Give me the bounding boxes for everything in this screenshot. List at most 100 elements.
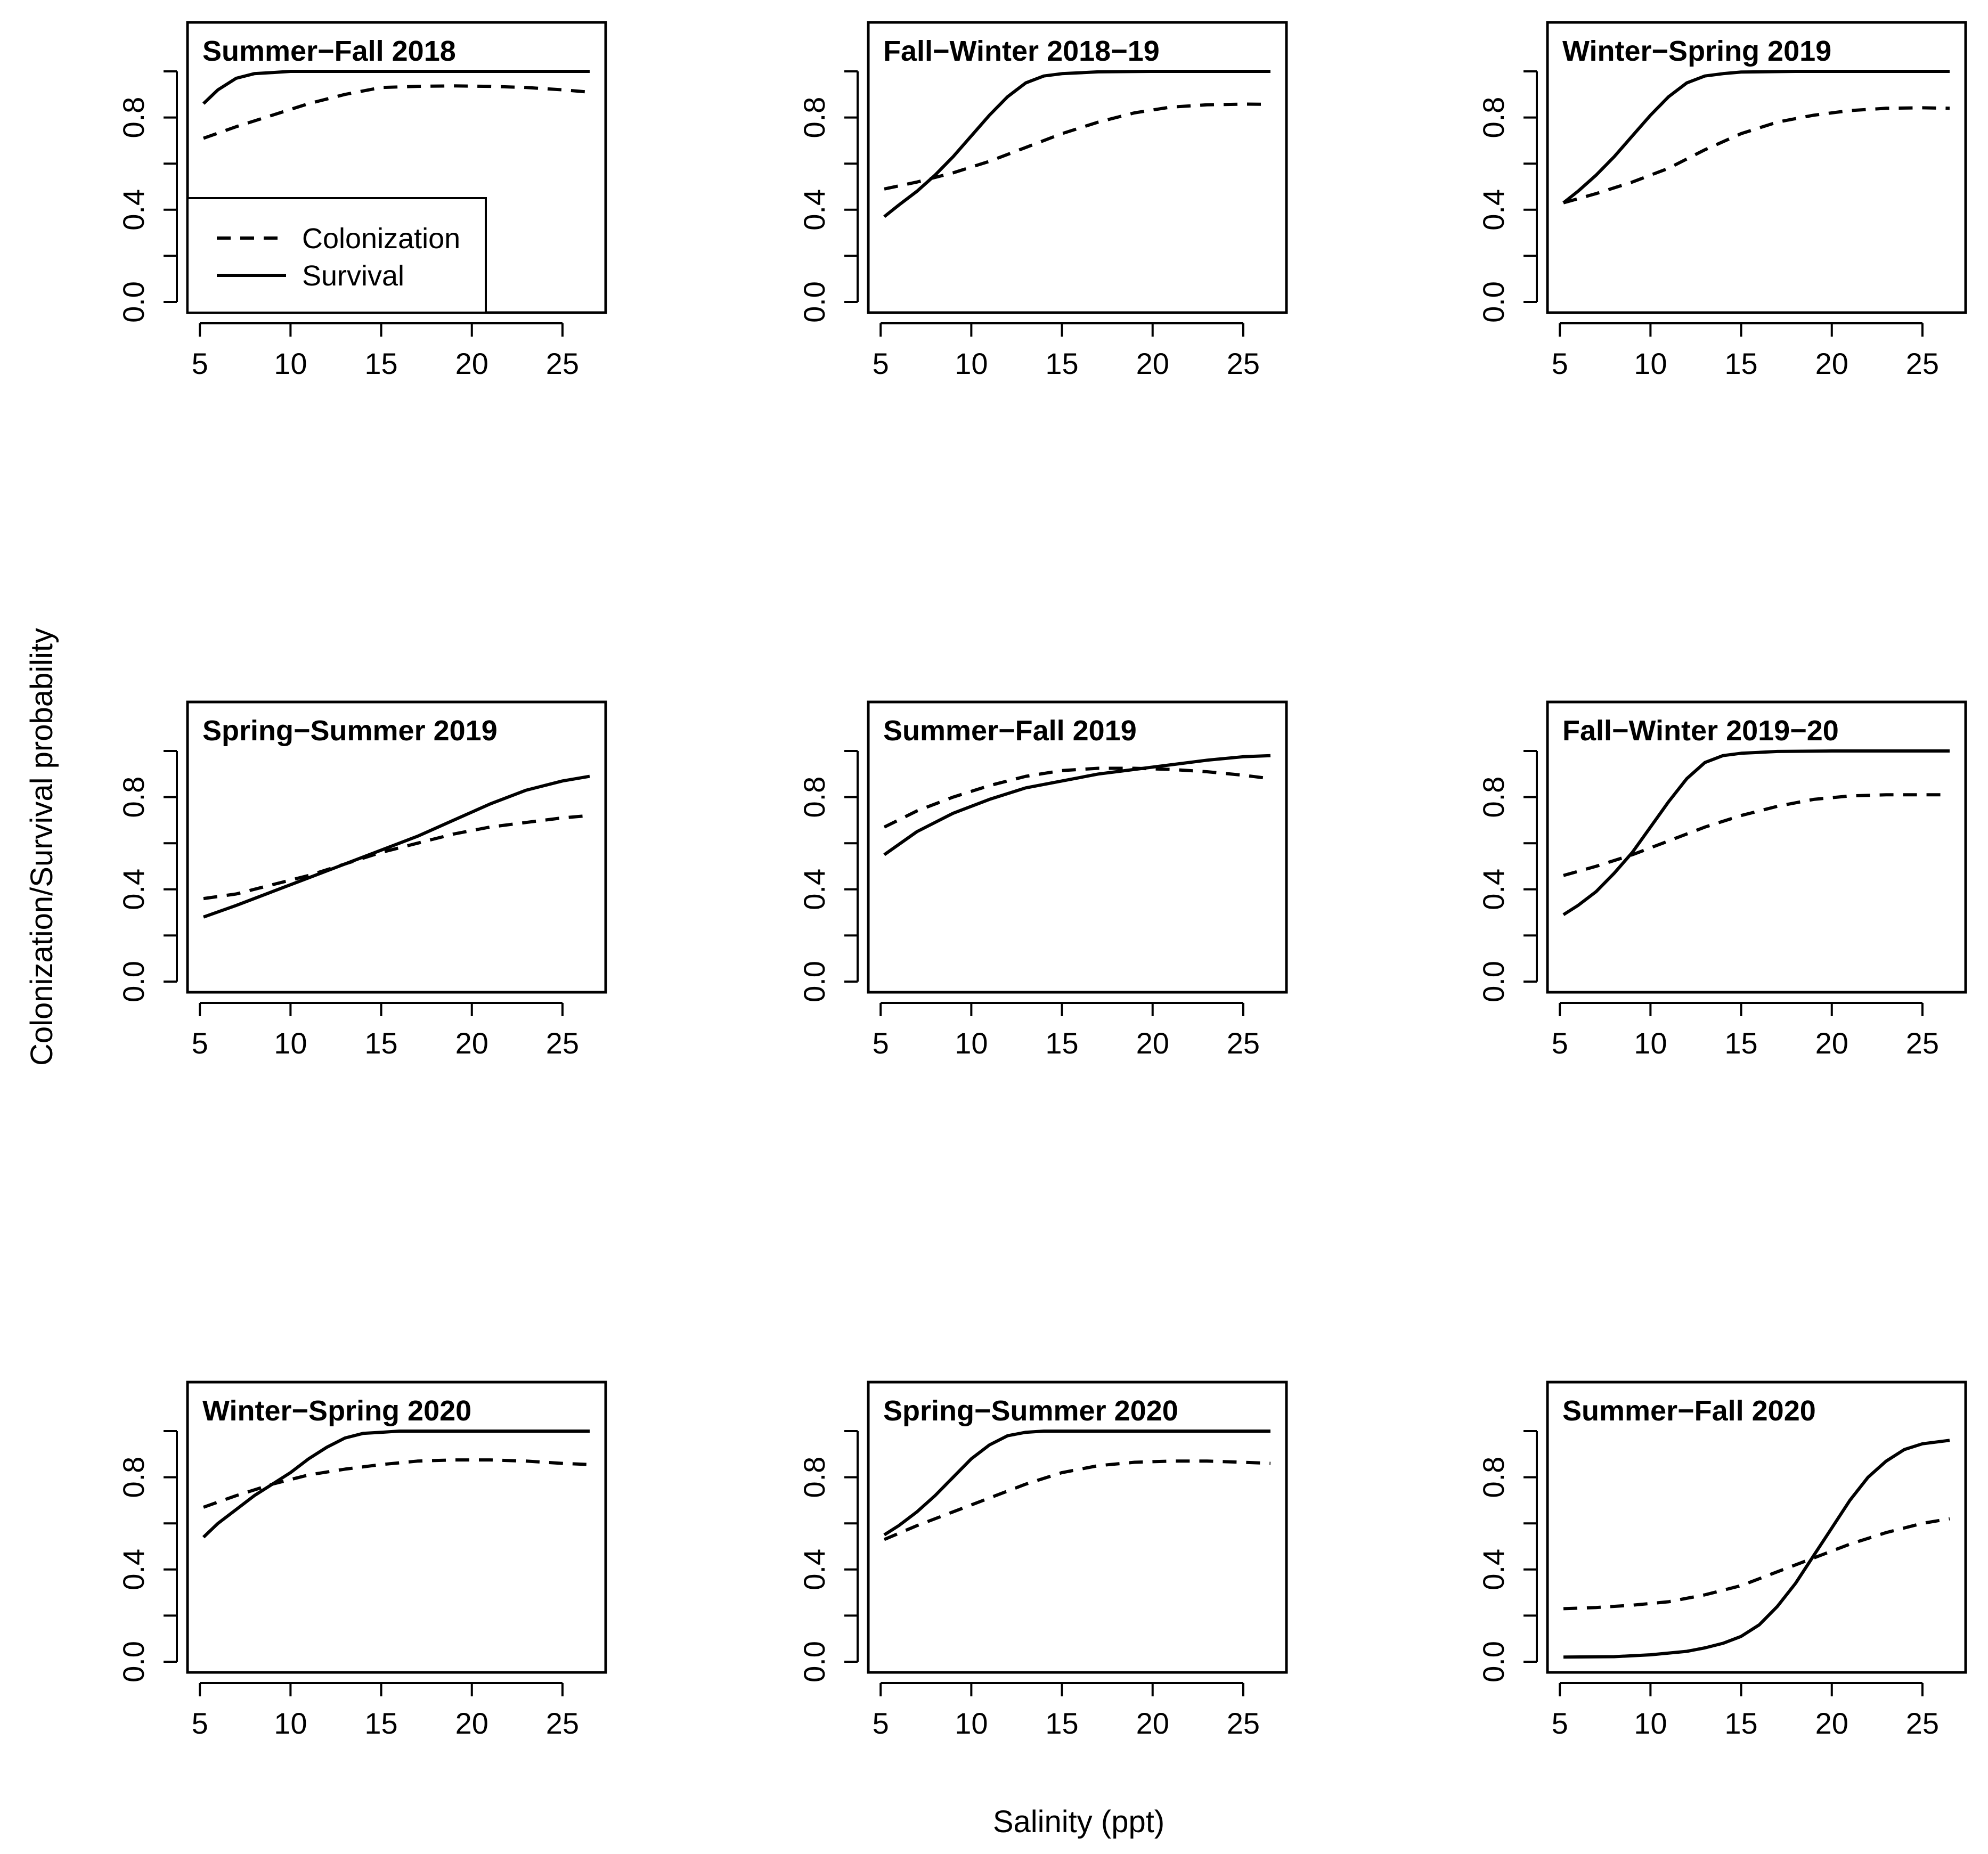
x-tick-label: 15 [1045,1026,1078,1060]
survival-line [202,1430,590,1539]
survival-line [883,754,1271,856]
y-tick-label: 0.8 [797,1457,831,1498]
x-tick-label: 5 [1552,1706,1568,1740]
legend-box [186,197,487,314]
x-tick-label: 20 [455,1706,488,1740]
x-tick-label: 20 [1136,1706,1169,1740]
y-tick-label: 0.8 [117,97,150,138]
x-tick-label: 5 [1552,347,1568,380]
y-tick-label: 0.4 [797,1549,831,1590]
x-tick-label: 10 [1634,1706,1667,1740]
y-tick-label: 0.4 [117,869,150,910]
x-tick-label: 5 [192,1026,208,1060]
survival-line [202,70,590,105]
x-tick-label: 10 [1634,347,1667,380]
x-tick-label: 25 [1227,1706,1260,1740]
x-tick-label: 25 [546,347,579,380]
y-tick-label: 0.0 [1477,1641,1510,1683]
y-tick-label: 0.4 [117,1549,150,1590]
plot-frame [1546,21,1967,314]
y-tick-label: 0.0 [1477,281,1510,323]
x-tick-label: 10 [955,1026,988,1060]
y-axis-title: Colonization/Survival probability [25,628,59,1066]
colonization-line [202,84,590,140]
y-tick-label: 0.8 [117,777,150,818]
colonization-line [884,102,1271,191]
x-tick-label: 15 [1724,347,1757,380]
x-tick-label: 10 [955,347,988,380]
y-tick-label: 0.4 [797,869,831,910]
plot-frame [186,1381,607,1674]
x-tick-label: 25 [546,1706,579,1740]
panel-title: Fall−Winter 2018−19 [883,35,1160,67]
legend-label: Colonization [302,223,460,255]
y-tick-label: 0.8 [797,97,831,138]
y-tick-label: 0.0 [117,281,150,323]
x-tick-label: 5 [192,1706,208,1740]
plot-frame [186,700,607,994]
plot-frame [867,1381,1288,1674]
legend: Colonization Survival [186,197,487,314]
y-tick-label: 0.8 [117,1457,150,1498]
x-tick-label: 10 [274,1026,307,1060]
x-tick-label: 10 [1634,1026,1667,1060]
panel-title: Fall−Winter 2019−20 [1562,715,1839,747]
x-tick-label: 15 [364,1026,397,1060]
colonization-line [203,814,590,901]
x-tick-label: 5 [873,347,889,380]
x-tick-label: 15 [1045,1706,1078,1740]
x-tick-label: 10 [274,347,307,380]
plot-frame [867,700,1288,994]
x-tick-label: 20 [1136,1026,1169,1060]
x-tick-label: 15 [1724,1706,1757,1740]
panel-title: Spring−Summer 2020 [883,1395,1178,1427]
survival-line [1562,749,1950,916]
x-tick-label: 25 [1227,347,1260,380]
x-tick-label: 20 [455,347,488,380]
x-tick-label: 25 [1906,1706,1939,1740]
panel-5: Summer−Fall 2019 5 10 15 20 25 0.0 0.4 0.8 [797,700,1288,1060]
y-tick-label: 0.4 [1477,869,1510,910]
panel-title: Winter−Spring 2019 [1562,35,1831,67]
y-tick-label: 0.4 [797,189,831,231]
x-tick-label: 15 [1724,1026,1757,1060]
x-tick-label: 5 [873,1706,889,1740]
x-tick-label: 15 [1045,347,1078,380]
panel-1: Summer−Fall 2018 5 10 15 20 25 0.0 0.4 0.8 Coloni… [117,21,607,380]
colonization-line [1563,106,1950,205]
y-tick-label: 0.8 [1477,97,1510,138]
colonization-line [1563,1517,1950,1611]
y-tick-label: 0.0 [1477,961,1510,1002]
panel-title: Winter−Spring 2020 [202,1395,471,1427]
colonization-line [202,1458,590,1509]
colonization-line [883,1459,1271,1541]
x-tick-label: 25 [1227,1026,1260,1060]
survival-line [1562,70,1950,205]
x-tick-label: 15 [364,1706,397,1740]
panel-title: Summer−Fall 2020 [1562,1395,1816,1427]
colonization-line [1563,793,1950,877]
y-tick-label: 0.0 [797,1641,831,1683]
y-tick-label: 0.4 [1477,189,1510,231]
panel-title: Summer−Fall 2018 [202,35,456,67]
panel-title: Spring−Summer 2019 [202,715,498,747]
colonization-line [883,766,1271,829]
y-tick-label: 0.8 [1477,777,1510,818]
y-tick-label: 0.0 [797,281,831,323]
panel-9: Summer−Fall 2020 5 10 15 20 25 0.0 0.4 0.8 [1477,1381,1967,1740]
y-tick-label: 0.0 [117,1641,150,1683]
y-tick-label: 0.0 [797,961,831,1002]
panel-7: Winter−Spring 2020 5 10 15 20 25 0.0 0.4 0.8 [117,1381,607,1740]
y-tick-label: 0.0 [117,961,150,1002]
y-tick-label: 0.8 [1477,1457,1510,1498]
x-tick-label: 20 [1815,347,1848,380]
x-tick-label: 25 [1906,1026,1939,1060]
panel-title: Summer−Fall 2019 [883,715,1137,747]
x-tick-label: 20 [1136,347,1169,380]
x-tick-label: 5 [192,347,208,380]
panel-4: Spring−Summer 2019 5 10 15 20 25 0.0 0.4 0.8 [117,700,607,1060]
survival-line [1563,1439,1950,1659]
x-tick-label: 10 [955,1706,988,1740]
panel-2: Fall−Winter 2018−19 5 10 15 20 25 0.0 0.4 0.8 [797,21,1288,380]
